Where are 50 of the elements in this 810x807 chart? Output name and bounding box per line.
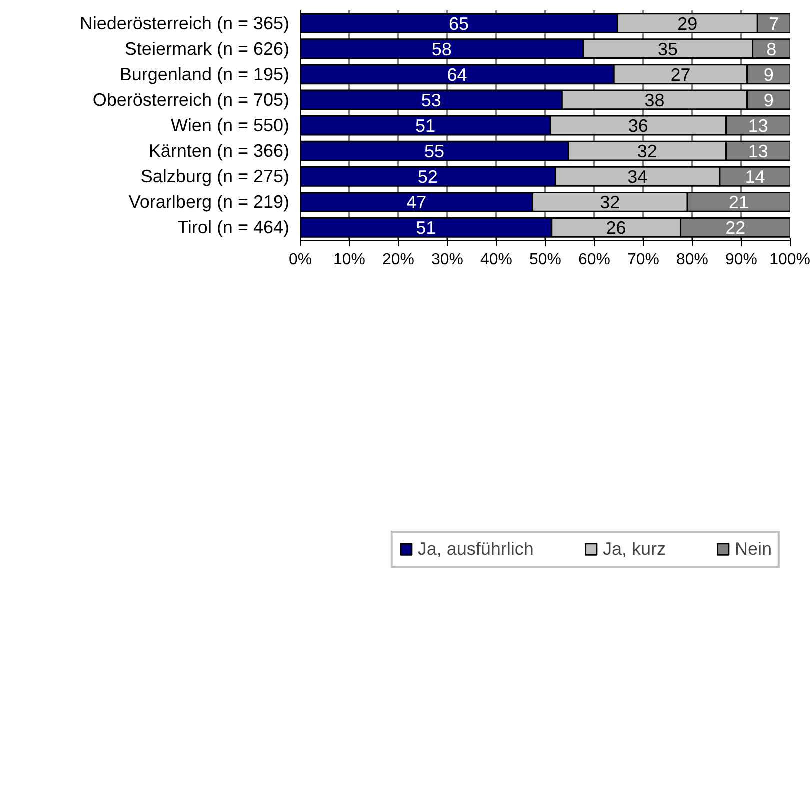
x-tick-label: 100%	[770, 252, 810, 268]
data-label: 58	[432, 39, 452, 60]
data-label: 64	[447, 64, 468, 85]
data-label: 9	[764, 64, 774, 85]
y-tick-label: Niederösterreich (n = 365)	[80, 13, 290, 34]
data-label: 53	[421, 90, 442, 110]
data-label: 26	[606, 218, 626, 238]
y-tick-label: Tirol (n = 464)	[178, 218, 290, 238]
x-tick-label: 90%	[725, 252, 758, 268]
data-label: 9	[764, 90, 774, 110]
data-label: 52	[418, 167, 438, 188]
y-tick-label: Kärnten (n = 366)	[148, 141, 290, 162]
data-label: 51	[415, 116, 436, 136]
data-label: 14	[745, 167, 766, 188]
data-label: 8	[766, 39, 777, 60]
x-tick-label: 80%	[676, 252, 709, 268]
data-label: 13	[748, 142, 768, 162]
data-label: 29	[678, 14, 698, 34]
data-label: 7	[769, 14, 780, 34]
y-tick-label: Burgenland (n = 195)	[120, 64, 290, 84]
data-label: 27	[670, 64, 691, 85]
x-tick-label: 20%	[382, 252, 415, 268]
data-label: 22	[726, 218, 746, 238]
data-label: 65	[449, 14, 470, 34]
x-tick-label: 30%	[431, 252, 464, 268]
x-tick-label: 50%	[529, 252, 562, 268]
data-label: 13	[748, 116, 768, 136]
y-tick-label: Wien (n = 550)	[170, 116, 290, 136]
legend-label: Nein	[734, 538, 772, 560]
data-label: 32	[600, 192, 620, 213]
data-label: 38	[644, 90, 665, 110]
y-tick-label: Oberösterreich (n = 705)	[92, 90, 290, 110]
x-tick-label: 70%	[627, 252, 660, 268]
y-tick-label: Vorarlberg (n = 219)	[128, 192, 290, 212]
legend-label: Ja, ausführlich	[418, 538, 534, 560]
y-tick-label: Salzburg (n = 275)	[140, 166, 290, 187]
y-tick-label: Steiermark (n = 626)	[124, 38, 290, 59]
x-tick-label: 40%	[480, 252, 513, 268]
x-tick-label: 10%	[333, 252, 366, 268]
data-label: 32	[637, 142, 658, 162]
legend-label: Ja, kurz	[602, 538, 666, 560]
data-label: 21	[729, 192, 750, 213]
data-label: 35	[658, 39, 678, 60]
x-tick-label: 60%	[578, 252, 611, 268]
data-label: 36	[628, 116, 648, 136]
x-tick-label: 0%	[288, 252, 312, 268]
data-label: 51	[416, 218, 436, 238]
data-label: 47	[406, 192, 427, 213]
data-label: 34	[628, 167, 648, 188]
data-label: 55	[424, 142, 445, 162]
